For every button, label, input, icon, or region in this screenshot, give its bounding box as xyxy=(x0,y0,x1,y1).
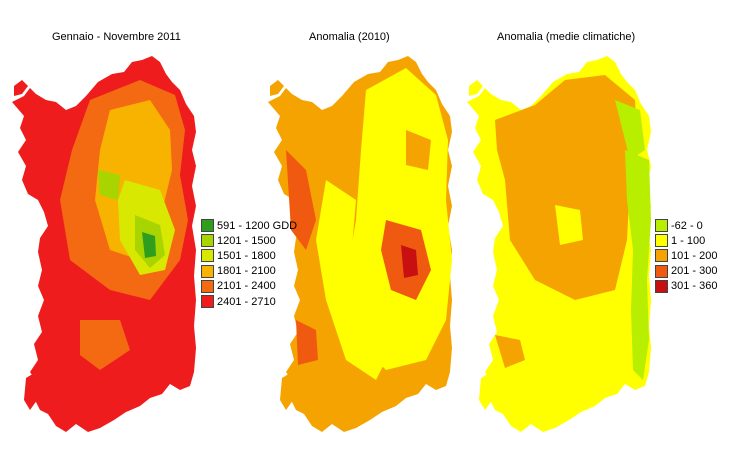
legend-swatch xyxy=(201,234,214,248)
legend-gdd: 591 - 1200 GDD 1201 - 1500 1501 - 1800 1… xyxy=(201,218,297,309)
legend-label: -62 - 0 xyxy=(671,219,703,232)
legend-swatch xyxy=(655,249,668,263)
legend-swatch xyxy=(655,279,668,293)
legend-item: 1801 - 2100 xyxy=(201,264,297,279)
legend-item: 101 - 200 xyxy=(655,248,717,263)
legend-label: 1 - 100 xyxy=(671,234,706,247)
legend-item: 1501 - 1800 xyxy=(201,248,297,263)
legend-label: 1801 - 2100 xyxy=(217,265,276,278)
legend-swatch xyxy=(201,279,214,293)
map-anomaly-climatic xyxy=(467,56,651,432)
legend-swatch xyxy=(655,234,668,248)
legend-label: 1501 - 1800 xyxy=(217,249,276,262)
legend-item: 2401 - 2710 xyxy=(201,294,297,309)
map-title-anomaly-climatic: Anomalia (medie climatiche) xyxy=(497,31,636,43)
map-gdd-2011 xyxy=(12,56,196,432)
legend-label: 591 - 1200 GDD xyxy=(217,219,298,232)
legend-item: 2101 - 2400 xyxy=(201,279,297,294)
legend-swatch xyxy=(655,219,668,233)
legend-swatch xyxy=(655,264,668,278)
legend-swatch xyxy=(201,264,214,278)
legend-label: 1201 - 1500 xyxy=(217,234,276,247)
legend-label: 2401 - 2710 xyxy=(217,295,276,308)
legend-item: 591 - 1200 GDD xyxy=(201,218,297,233)
map-anomaly-2010 xyxy=(268,56,452,432)
map-title-gdd-2011: Gennaio - Novembre 2011 xyxy=(52,31,181,43)
legend-swatch xyxy=(201,295,214,309)
legend-anomaly: -62 - 0 1 - 100 101 - 200 201 - 300 301 … xyxy=(655,218,717,294)
legend-swatch xyxy=(201,249,214,263)
map-title-anomaly-2010: Anomalia (2010) xyxy=(309,31,390,43)
legend-label: 201 - 300 xyxy=(671,265,718,278)
legend-item: 201 - 300 xyxy=(655,264,717,279)
legend-swatch xyxy=(201,219,214,233)
legend-item: 301 - 360 xyxy=(655,279,717,294)
legend-label: 301 - 360 xyxy=(671,280,718,293)
legend-label: 101 - 200 xyxy=(671,249,718,262)
legend-label: 2101 - 2400 xyxy=(217,280,276,293)
legend-item: -62 - 0 xyxy=(655,218,717,233)
legend-item: 1201 - 1500 xyxy=(201,233,297,248)
legend-item: 1 - 100 xyxy=(655,233,717,248)
